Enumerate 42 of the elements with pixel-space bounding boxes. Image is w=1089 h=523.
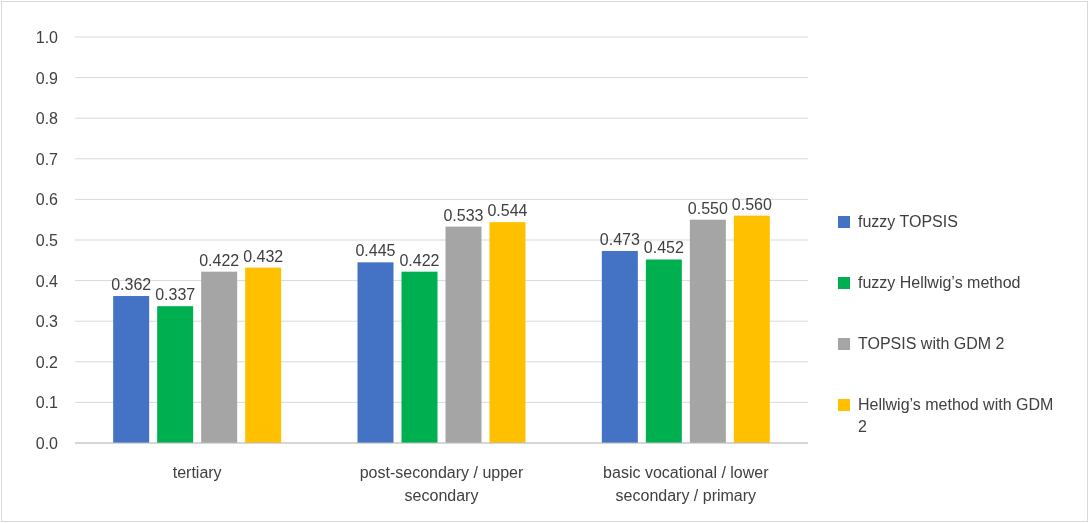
x-tick-label: post-secondary / upper secondary xyxy=(359,464,524,504)
text: 0.337 xyxy=(155,286,196,304)
y-tick-label: 0.6 xyxy=(35,191,59,209)
y-tick-label: 0.7 xyxy=(35,150,59,168)
y-tick-label: 0.8 xyxy=(35,110,59,128)
legend-label: fuzzy Hellwig’s method xyxy=(858,274,1021,291)
text: 0.432 xyxy=(243,247,284,265)
text: 0.544 xyxy=(487,202,528,220)
y-tick-label: 0.0 xyxy=(35,435,59,452)
text: 0.533 xyxy=(443,206,484,224)
bar xyxy=(157,306,194,443)
x-tick-label: basic vocational / lower secondary / primary xyxy=(603,464,770,504)
bar xyxy=(357,262,394,443)
y-tick-label: 0.1 xyxy=(35,394,59,412)
x-tick-label: tertiary xyxy=(172,464,222,481)
y-tick-label: 0.4 xyxy=(35,272,59,290)
bar xyxy=(733,215,770,443)
bar xyxy=(201,271,238,443)
y-tick-label: 1.0 xyxy=(35,29,59,46)
legend-label: fuzzy TOPSIS xyxy=(858,213,958,230)
bar xyxy=(113,296,150,443)
bar xyxy=(489,222,526,443)
legend-label: TOPSIS with GDM 2 xyxy=(858,335,1005,352)
text: 0.362 xyxy=(111,276,152,294)
text: 0.560 xyxy=(731,195,772,213)
y-tick-label: 0.3 xyxy=(35,313,59,331)
text: 0.452 xyxy=(643,239,684,257)
text: 0.550 xyxy=(687,199,728,217)
bar xyxy=(401,271,438,443)
y-tick-label: 0.2 xyxy=(35,353,59,371)
text: 0.445 xyxy=(355,242,396,260)
text: 0.422 xyxy=(399,251,440,269)
bar xyxy=(601,250,638,443)
y-tick-label: 0.9 xyxy=(35,69,59,87)
bar xyxy=(645,259,682,443)
text: 0.422 xyxy=(199,251,240,269)
legend-label: Hellwig’s method with GDM 2 xyxy=(858,396,1054,435)
bar xyxy=(245,267,282,443)
bar xyxy=(445,226,482,443)
y-tick-label: 0.5 xyxy=(35,232,59,249)
bar xyxy=(689,219,726,443)
text: 0.473 xyxy=(599,230,640,248)
